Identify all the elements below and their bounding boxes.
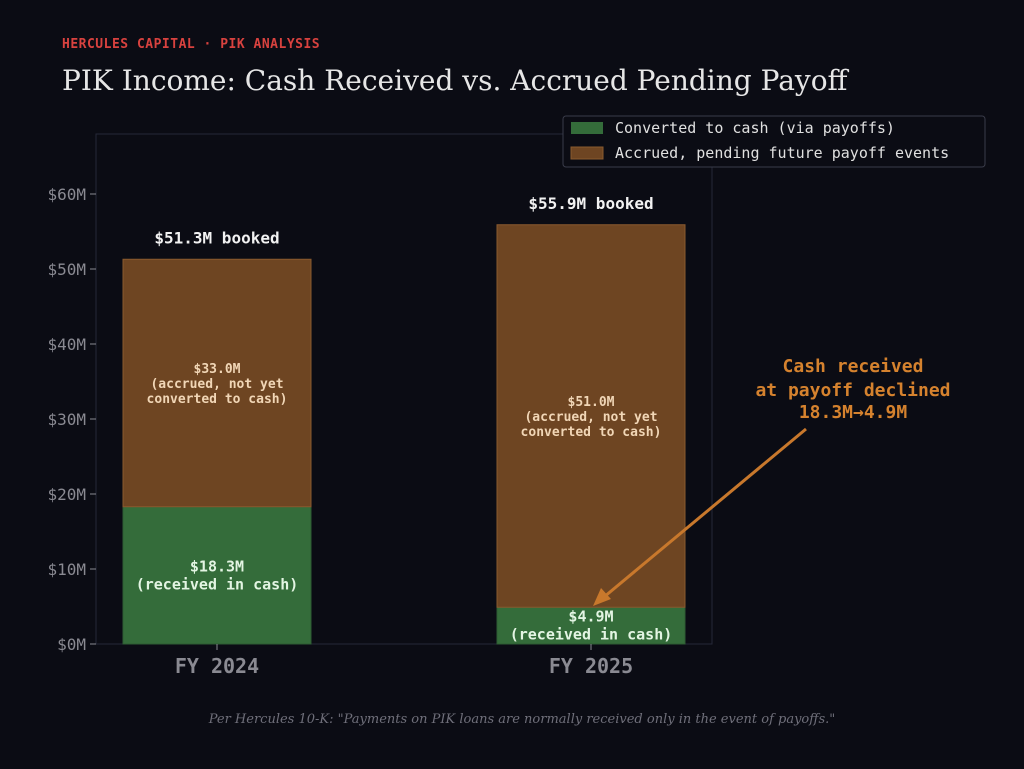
plot-area-frame <box>95 133 713 645</box>
y-tick-label: $30M <box>47 410 86 429</box>
legend-label-accrued: Accrued, pending future payoff events <box>615 144 949 162</box>
footnote: Per Hercules 10-K: "Payments on PIK loan… <box>208 712 836 727</box>
annotation: Cash received at payoff declined 18.3M→4… <box>593 356 951 606</box>
bar-segment-label: (received in cash) <box>136 575 299 593</box>
bar-segment-label: (received in cash) <box>510 625 673 643</box>
y-tick-label: $20M <box>47 485 86 504</box>
annotation-line-2: at payoff declined <box>755 380 950 401</box>
legend-label-converted: Converted to cash (via payoffs) <box>615 119 895 137</box>
legend-swatch-accrued <box>570 146 604 160</box>
bar-segment-label: $51.0M <box>568 395 615 410</box>
x-category-label: FY 2024 <box>175 654 259 678</box>
chart-kicker: HERCULES CAPITAL · PIK ANALYSIS <box>62 37 321 52</box>
annotation-arrow-line <box>603 427 807 599</box>
annotation-line-1: Cash received <box>783 356 924 377</box>
bar-segment-label: $18.3M <box>190 557 244 575</box>
legend-swatch-converted <box>571 122 603 134</box>
bar-segment-label: $4.9M <box>568 607 613 625</box>
y-axis: $0M $10M $20M $30M $40M $50M $60M <box>47 185 96 654</box>
bar-segment-label: converted to cash) <box>147 392 288 407</box>
bar-segment-label: (accrued, not yet <box>524 410 657 425</box>
bar-total-label: $51.3M booked <box>154 228 279 247</box>
bar-segment-label: (accrued, not yet <box>150 377 283 392</box>
y-tick-label: $50M <box>47 260 86 279</box>
y-tick-label: $10M <box>47 560 86 579</box>
annotation-arrow-head <box>593 588 611 606</box>
bar-segment <box>122 258 312 508</box>
x-category-label: FY 2025 <box>549 654 633 678</box>
legend-box <box>562 115 986 168</box>
bar-segment <box>496 224 686 608</box>
legend: Converted to cash (via payoffs) Accrued,… <box>562 115 986 168</box>
y-tick-label: $0M <box>57 635 86 654</box>
bars: $18.3M(received in cash)$33.0M(accrued, … <box>122 194 686 645</box>
x-axis: FY 2024 FY 2025 <box>175 644 633 678</box>
bar-segment <box>496 606 686 645</box>
y-tick-label: $40M <box>47 335 86 354</box>
annotation-detail: 18.3M→4.9M <box>799 402 908 423</box>
bar-total-label: $55.9M booked <box>528 194 653 213</box>
bar-segment-label: $33.0M <box>194 362 241 377</box>
chart-title: PIK Income: Cash Received vs. Accrued Pe… <box>62 64 848 97</box>
bar-segment-label: converted to cash) <box>521 425 662 440</box>
bar-segment <box>122 506 312 645</box>
y-tick-label: $60M <box>47 185 86 204</box>
